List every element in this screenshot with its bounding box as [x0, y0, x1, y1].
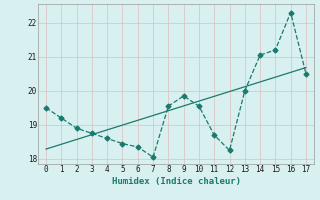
X-axis label: Humidex (Indice chaleur): Humidex (Indice chaleur) — [111, 177, 241, 186]
